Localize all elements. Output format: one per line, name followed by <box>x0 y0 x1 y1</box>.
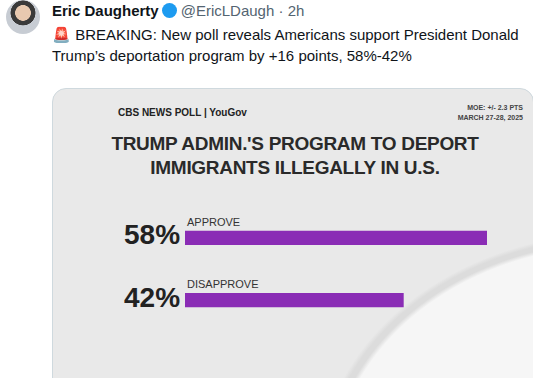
html-text:MOE: +/- 2.3 PTS: MOE: +/- 2.3 PTS <box>467 104 523 111</box>
html-text:🚨 BREAKING: New poll reveals A: 🚨 BREAKING: New poll reveals Americans s… <box>52 26 519 64</box>
svg-text:APPROVE: APPROVE <box>187 216 240 228</box>
svg-text:42%: 42% <box>124 282 180 313</box>
svg-text:58%: 58% <box>124 219 180 250</box>
svg-text:DISAPPROVE: DISAPPROVE <box>187 278 259 290</box>
html-text:Eric Daugherty: Eric Daugherty <box>52 2 159 19</box>
html-text:MARCH 27-28, 2025: MARCH 27-28, 2025 <box>457 114 523 121</box>
html-text:TRUMP ADMIN.'S PROGRAM TO DEPO: TRUMP ADMIN.'S PROGRAM TO DEPORT IMMIGRA… <box>111 133 479 178</box>
html-text:CBS NEWS POLL | YouGov: CBS NEWS POLL | YouGov <box>118 107 247 118</box>
html-text:@EricLDaugh · 2h: @EricLDaugh · 2h <box>180 2 305 19</box>
